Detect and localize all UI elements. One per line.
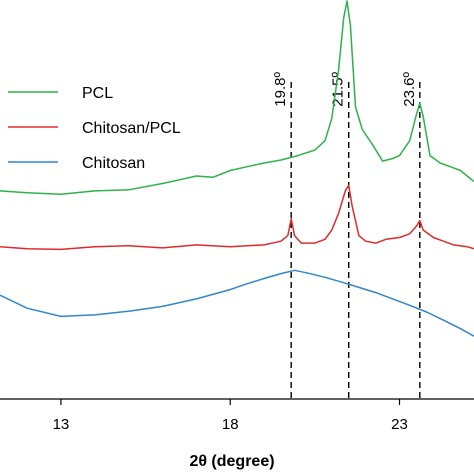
x-tick-label-18: 18 [222, 416, 239, 433]
x-tick-label-23: 23 [391, 416, 408, 433]
legend: PCL Chitosan/PCL Chitosan [8, 85, 181, 172]
annotation-label-23-6: 23.6º [401, 71, 418, 106]
legend-label-chitosan: Chitosan [82, 155, 145, 172]
legend-label-chitosan-pcl: Chitosan/PCL [82, 120, 181, 137]
series-line-chitosan-pcl [0, 184, 474, 251]
x-axis-title: 2θ (degree) [189, 453, 274, 470]
x-tick-label-13: 13 [53, 416, 70, 433]
series-line-chitosan [0, 269, 474, 337]
legend-label-pcl: PCL [82, 85, 113, 102]
x-axis: 13 18 23 [0, 398, 474, 433]
series-layer [0, 0, 474, 337]
annotation-label-19-8: 19.8º [272, 71, 289, 106]
series-line-pcl [0, 0, 474, 196]
